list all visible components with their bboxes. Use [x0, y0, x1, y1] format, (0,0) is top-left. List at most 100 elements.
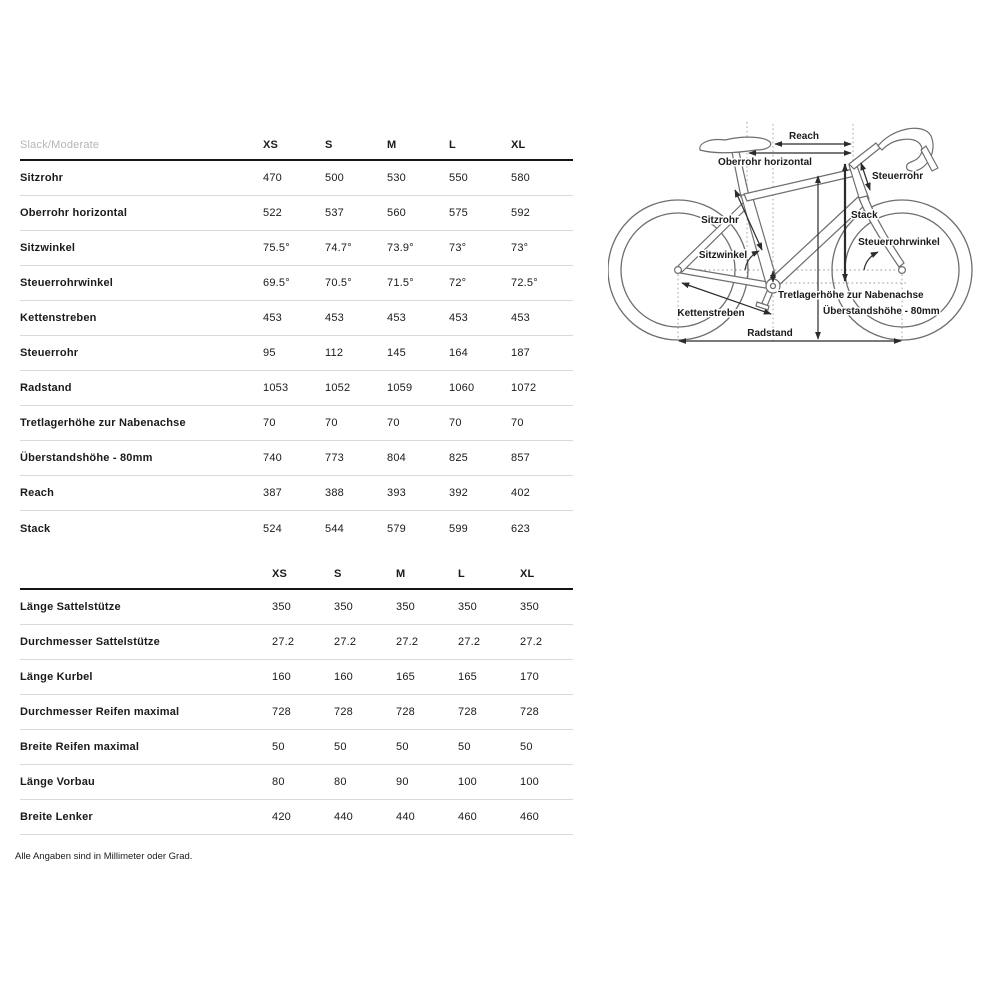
row-label: Stack [20, 522, 51, 535]
size-column-header-xl: XL [511, 139, 526, 151]
diagram-label-sitzwinkel: Sitzwinkel [699, 250, 748, 261]
row-label: Breite Reifen maximal [20, 741, 140, 753]
diagram-label-radstand: Radstand [747, 328, 793, 339]
table-row: Länge Vorbau 80 80 90 100 100 [20, 765, 573, 800]
diagram-labels: Reach Oberrohr horizontal Steuerrohr Sit… [676, 130, 942, 341]
row-value-l: 460 [458, 811, 477, 823]
steuerrohrwinkel-arc [863, 251, 879, 271]
size-column-header-s: S [334, 568, 342, 580]
bike-geometry-diagram: Reach Oberrohr horizontal Steuerrohr Sit… [608, 122, 973, 344]
row-value-s: 500 [325, 172, 344, 184]
diagram-label-steuerrohrwinkel: Steuerrohrwinkel [858, 237, 940, 248]
table-row: Stack 524 544 579 599 623 [20, 511, 573, 546]
row-label: Reach [20, 487, 55, 499]
table-row: Länge Kurbel 160 160 165 165 170 [20, 660, 573, 695]
sitzrohr-arrow [734, 189, 763, 251]
handlebar [877, 127, 934, 172]
row-label: Steuerrohr [20, 347, 79, 359]
row-value-l: 350 [458, 601, 477, 613]
row-value-m: 73.9° [387, 242, 414, 254]
row-label: Tretlagerhöhe zur Nabenachse [20, 417, 186, 429]
row-value-xl: 460 [520, 811, 539, 823]
fork [858, 195, 905, 268]
row-value-m: 530 [387, 172, 406, 184]
row-value-s: 74.7° [325, 242, 352, 254]
row-value-l: 100 [458, 776, 477, 788]
row-value-m: 393 [387, 487, 406, 499]
row-value-xl: 73° [511, 242, 529, 254]
row-value-m: 1059 [387, 382, 413, 394]
row-value-xs: 387 [263, 487, 282, 499]
frame-geometry-table: Slack/Moderate XS S M L XL Sitzrohr 470 … [20, 131, 573, 546]
row-value-xl: 70 [511, 417, 524, 429]
table-row: Breite Lenker 420 440 440 460 460 [20, 800, 573, 835]
row-value-xl: 187 [511, 347, 530, 359]
row-value-l: 1060 [449, 382, 475, 394]
table-row: Durchmesser Reifen maximal 728 728 728 7… [20, 695, 573, 730]
row-value-xl: 623 [511, 522, 530, 535]
row-value-m: 579 [387, 522, 406, 535]
row-value-m: 71.5° [387, 277, 414, 289]
table-row: Steuerrohrwinkel 69.5° 70.5° 71.5° 72° 7… [20, 266, 573, 301]
row-value-xl: 72.5° [511, 277, 538, 289]
row-value-xl: 170 [520, 671, 539, 683]
row-value-xs: 453 [263, 312, 282, 324]
row-value-s: 388 [325, 487, 344, 499]
row-value-xs: 524 [263, 522, 282, 535]
row-value-s: 773 [325, 452, 344, 464]
front-wheel [831, 199, 973, 341]
row-value-m: 350 [396, 601, 415, 613]
dimension-arrows [678, 141, 902, 344]
table-body: Länge Sattelstütze 350 350 350 350 350 D… [20, 590, 573, 835]
row-value-xl: 402 [511, 487, 530, 499]
table-body: Sitzrohr 470 500 530 550 580 Oberrohr ho… [20, 161, 573, 546]
row-value-m: 560 [387, 207, 406, 219]
row-value-xl: 453 [511, 312, 530, 324]
row-label: Länge Sattelstütze [20, 601, 121, 613]
row-value-xs: 27.2 [272, 636, 295, 648]
row-value-xs: 69.5° [263, 277, 290, 289]
row-value-xl: 728 [520, 706, 539, 718]
row-value-m: 27.2 [396, 636, 419, 648]
row-value-s: 112 [325, 347, 344, 359]
row-value-l: 453 [449, 312, 468, 324]
rear-axle [673, 266, 682, 275]
sitzwinkel-arc [744, 250, 760, 271]
row-value-xs: 1053 [263, 382, 289, 394]
row-value-xs: 160 [272, 671, 291, 683]
row-value-m: 90 [396, 776, 409, 788]
row-value-l: 599 [449, 522, 468, 535]
row-value-xl: 27.2 [520, 636, 543, 648]
table-row: Radstand 1053 1052 1059 1060 1072 [20, 371, 573, 406]
row-value-l: 165 [458, 671, 477, 683]
row-value-xl: 580 [511, 172, 530, 184]
row-label: Sitzwinkel [20, 242, 76, 254]
front-axle [898, 266, 907, 275]
row-value-s: 350 [334, 601, 353, 613]
diagram-label-ueberstandshoehe: Überstandshöhe - 80mm [823, 304, 940, 317]
row-value-s: 1052 [325, 382, 351, 394]
table-row: Tretlagerhöhe zur Nabenachse 70 70 70 70… [20, 406, 573, 441]
row-value-m: 440 [396, 811, 415, 823]
row-value-s: 544 [325, 522, 344, 535]
row-value-xs: 470 [263, 172, 282, 184]
row-label: Sitzrohr [20, 172, 64, 184]
row-value-xs: 80 [272, 776, 285, 788]
row-label: Durchmesser Reifen maximal [20, 706, 180, 718]
row-value-m: 70 [387, 417, 400, 429]
row-value-xs: 70 [263, 417, 276, 429]
row-value-xs: 420 [272, 811, 291, 823]
diagram-label-tretlagerhoehe: Tretlagerhöhe zur Nabenachse [778, 290, 924, 301]
row-label: Durchmesser Sattelstütze [20, 636, 160, 648]
diagram-label-stack: Stack [851, 210, 878, 221]
row-label: Länge Vorbau [20, 776, 95, 788]
head-tube [848, 164, 870, 202]
row-value-xs: 95 [263, 347, 276, 359]
row-value-m: 145 [387, 347, 406, 359]
size-column-header-l: L [449, 139, 456, 151]
size-column-header-m: M [387, 139, 397, 151]
table-header-row: Slack/Moderate XS S M L XL [20, 131, 573, 161]
row-value-l: 73° [449, 242, 467, 254]
row-value-s: 440 [334, 811, 353, 823]
row-value-l: 50 [458, 741, 471, 753]
